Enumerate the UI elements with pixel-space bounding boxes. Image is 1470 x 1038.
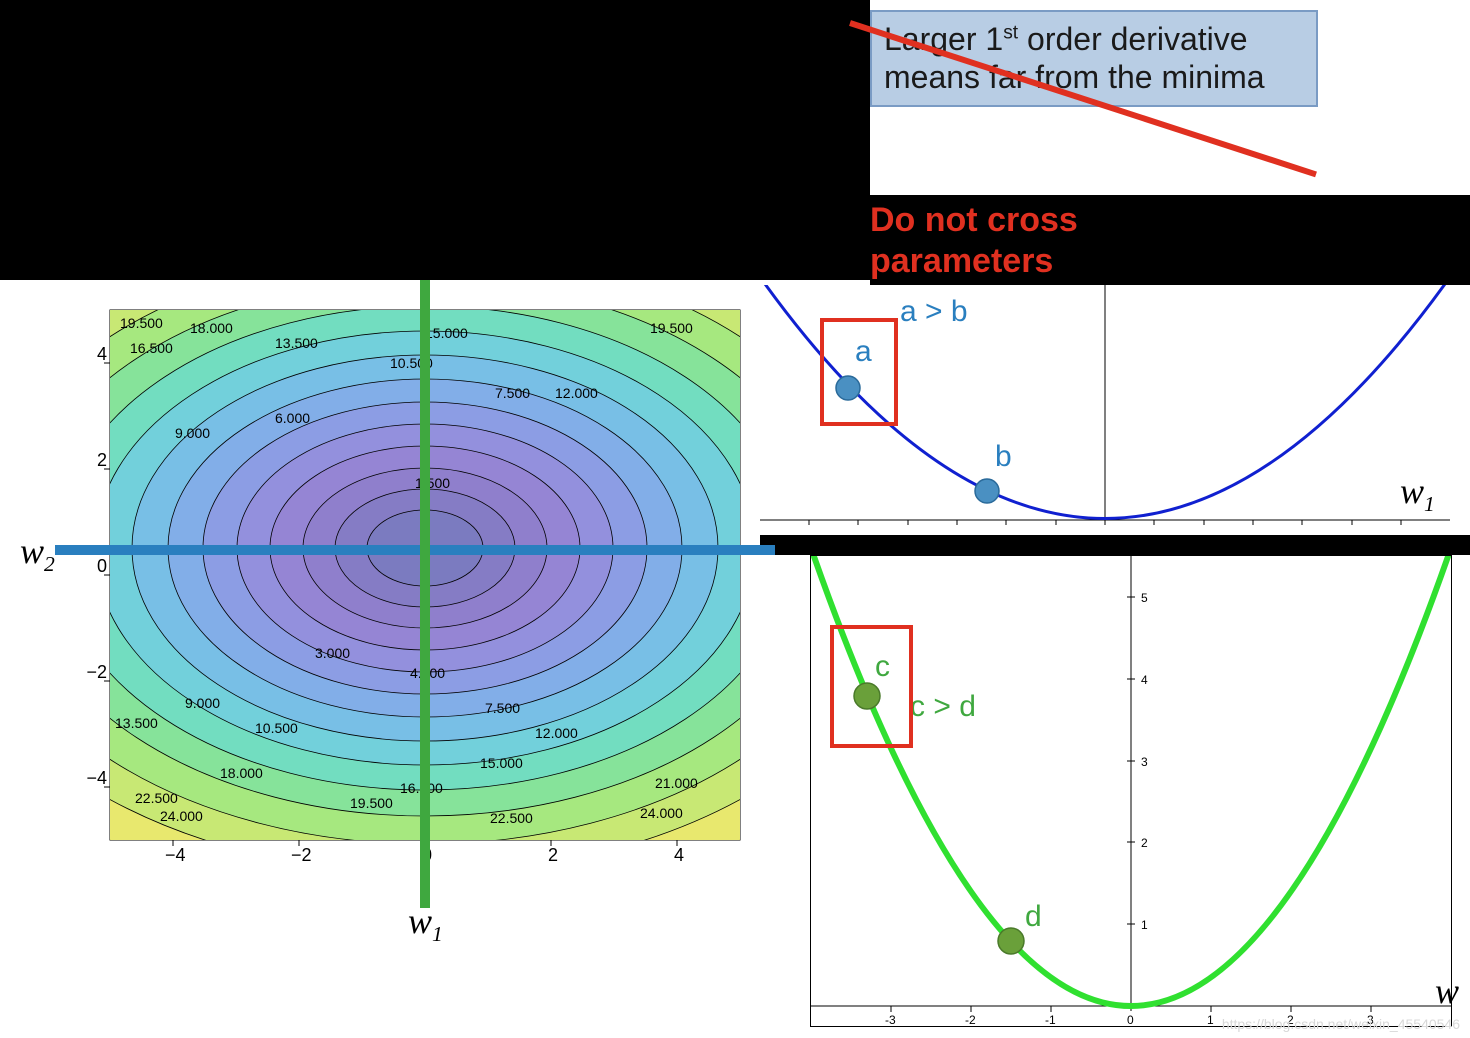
contour-xlabel: w1	[408, 900, 443, 947]
contour-label-19.5b: 19.500	[350, 795, 393, 811]
contour-label-19.5c: 19.500	[650, 320, 693, 336]
svg-text:-1: -1	[1045, 1013, 1056, 1026]
contour-label-9a: 9.000	[175, 425, 210, 441]
callout-sup: st	[1003, 22, 1018, 43]
contour-label-22.5a: 22.500	[135, 790, 178, 806]
ytick-m2: −2	[82, 662, 107, 683]
svg-text:4: 4	[1141, 673, 1148, 687]
ytick-2: 2	[82, 450, 107, 471]
red-box-c	[830, 625, 913, 748]
red-box-a	[820, 318, 898, 426]
xtick-m2: −2	[291, 845, 311, 866]
ytick-m4: −4	[82, 768, 107, 789]
xtick-2: 2	[543, 845, 563, 866]
red-warning-text: Do not cross parameters	[870, 200, 1170, 282]
black-bar-right-strip	[760, 535, 1470, 555]
svg-text:1: 1	[1207, 1013, 1214, 1026]
svg-text:-2: -2	[965, 1013, 976, 1026]
contour-label-3: 3.000	[315, 645, 350, 661]
label-b: b	[995, 440, 1012, 474]
svg-text:3: 3	[1141, 755, 1148, 769]
contour-label-24b: 24.000	[640, 805, 683, 821]
contour-cross-vertical	[420, 280, 430, 908]
contour-label-13.5b: 13.500	[115, 715, 158, 731]
contour-label-7.5a: 7.500	[495, 385, 530, 401]
svg-text:-3: -3	[885, 1013, 896, 1026]
contour-label-13.5a: 13.500	[275, 335, 318, 351]
svg-text:2: 2	[1141, 836, 1148, 850]
curve-w2-axis-label: w	[1435, 970, 1459, 1012]
contour-label-18b: 18.000	[220, 765, 263, 781]
svg-text:1: 1	[1141, 918, 1148, 932]
contour-label-22.5b: 22.500	[490, 810, 533, 826]
svg-text:0: 0	[1127, 1013, 1134, 1026]
label-c-gt-d: c > d	[910, 690, 976, 724]
contour-label-24a: 24.000	[160, 808, 203, 824]
contour-label-15b: 15.000	[480, 755, 523, 771]
contour-ylabel: w2	[20, 530, 55, 577]
contour-label-15a: 15.000	[425, 325, 468, 341]
contour-label-7.5b: 7.500	[485, 700, 520, 716]
contour-label-12a: 12.000	[555, 385, 598, 401]
watermark: https://blog.csdn.net/weixin_45540546	[1222, 1016, 1460, 1032]
contour-label-10.5b: 10.500	[255, 720, 298, 736]
xtick-m4: −4	[165, 845, 185, 866]
contour-label-16.5a: 16.500	[130, 340, 173, 356]
contour-label-19.5a: 19.500	[120, 315, 163, 331]
ytick-4: 4	[82, 344, 107, 365]
contour-label-18a: 18.000	[190, 320, 233, 336]
label-d: d	[1025, 900, 1042, 934]
callout-box: Larger 1st order derivative means far fr…	[870, 10, 1318, 107]
contour-label-21: 21.000	[655, 775, 698, 791]
ytick-0: 0	[82, 556, 107, 577]
contour-label-6: 6.000	[275, 410, 310, 426]
contour-label-12b: 12.000	[535, 725, 578, 741]
label-a-gt-b: a > b	[900, 295, 968, 329]
curve-w1-axis-label: w1	[1400, 470, 1435, 517]
svg-text:5: 5	[1141, 591, 1148, 605]
black-bar-top	[0, 0, 870, 280]
xtick-4: 4	[669, 845, 689, 866]
contour-cross-horizontal	[55, 545, 775, 555]
contour-label-9b: 9.000	[185, 695, 220, 711]
